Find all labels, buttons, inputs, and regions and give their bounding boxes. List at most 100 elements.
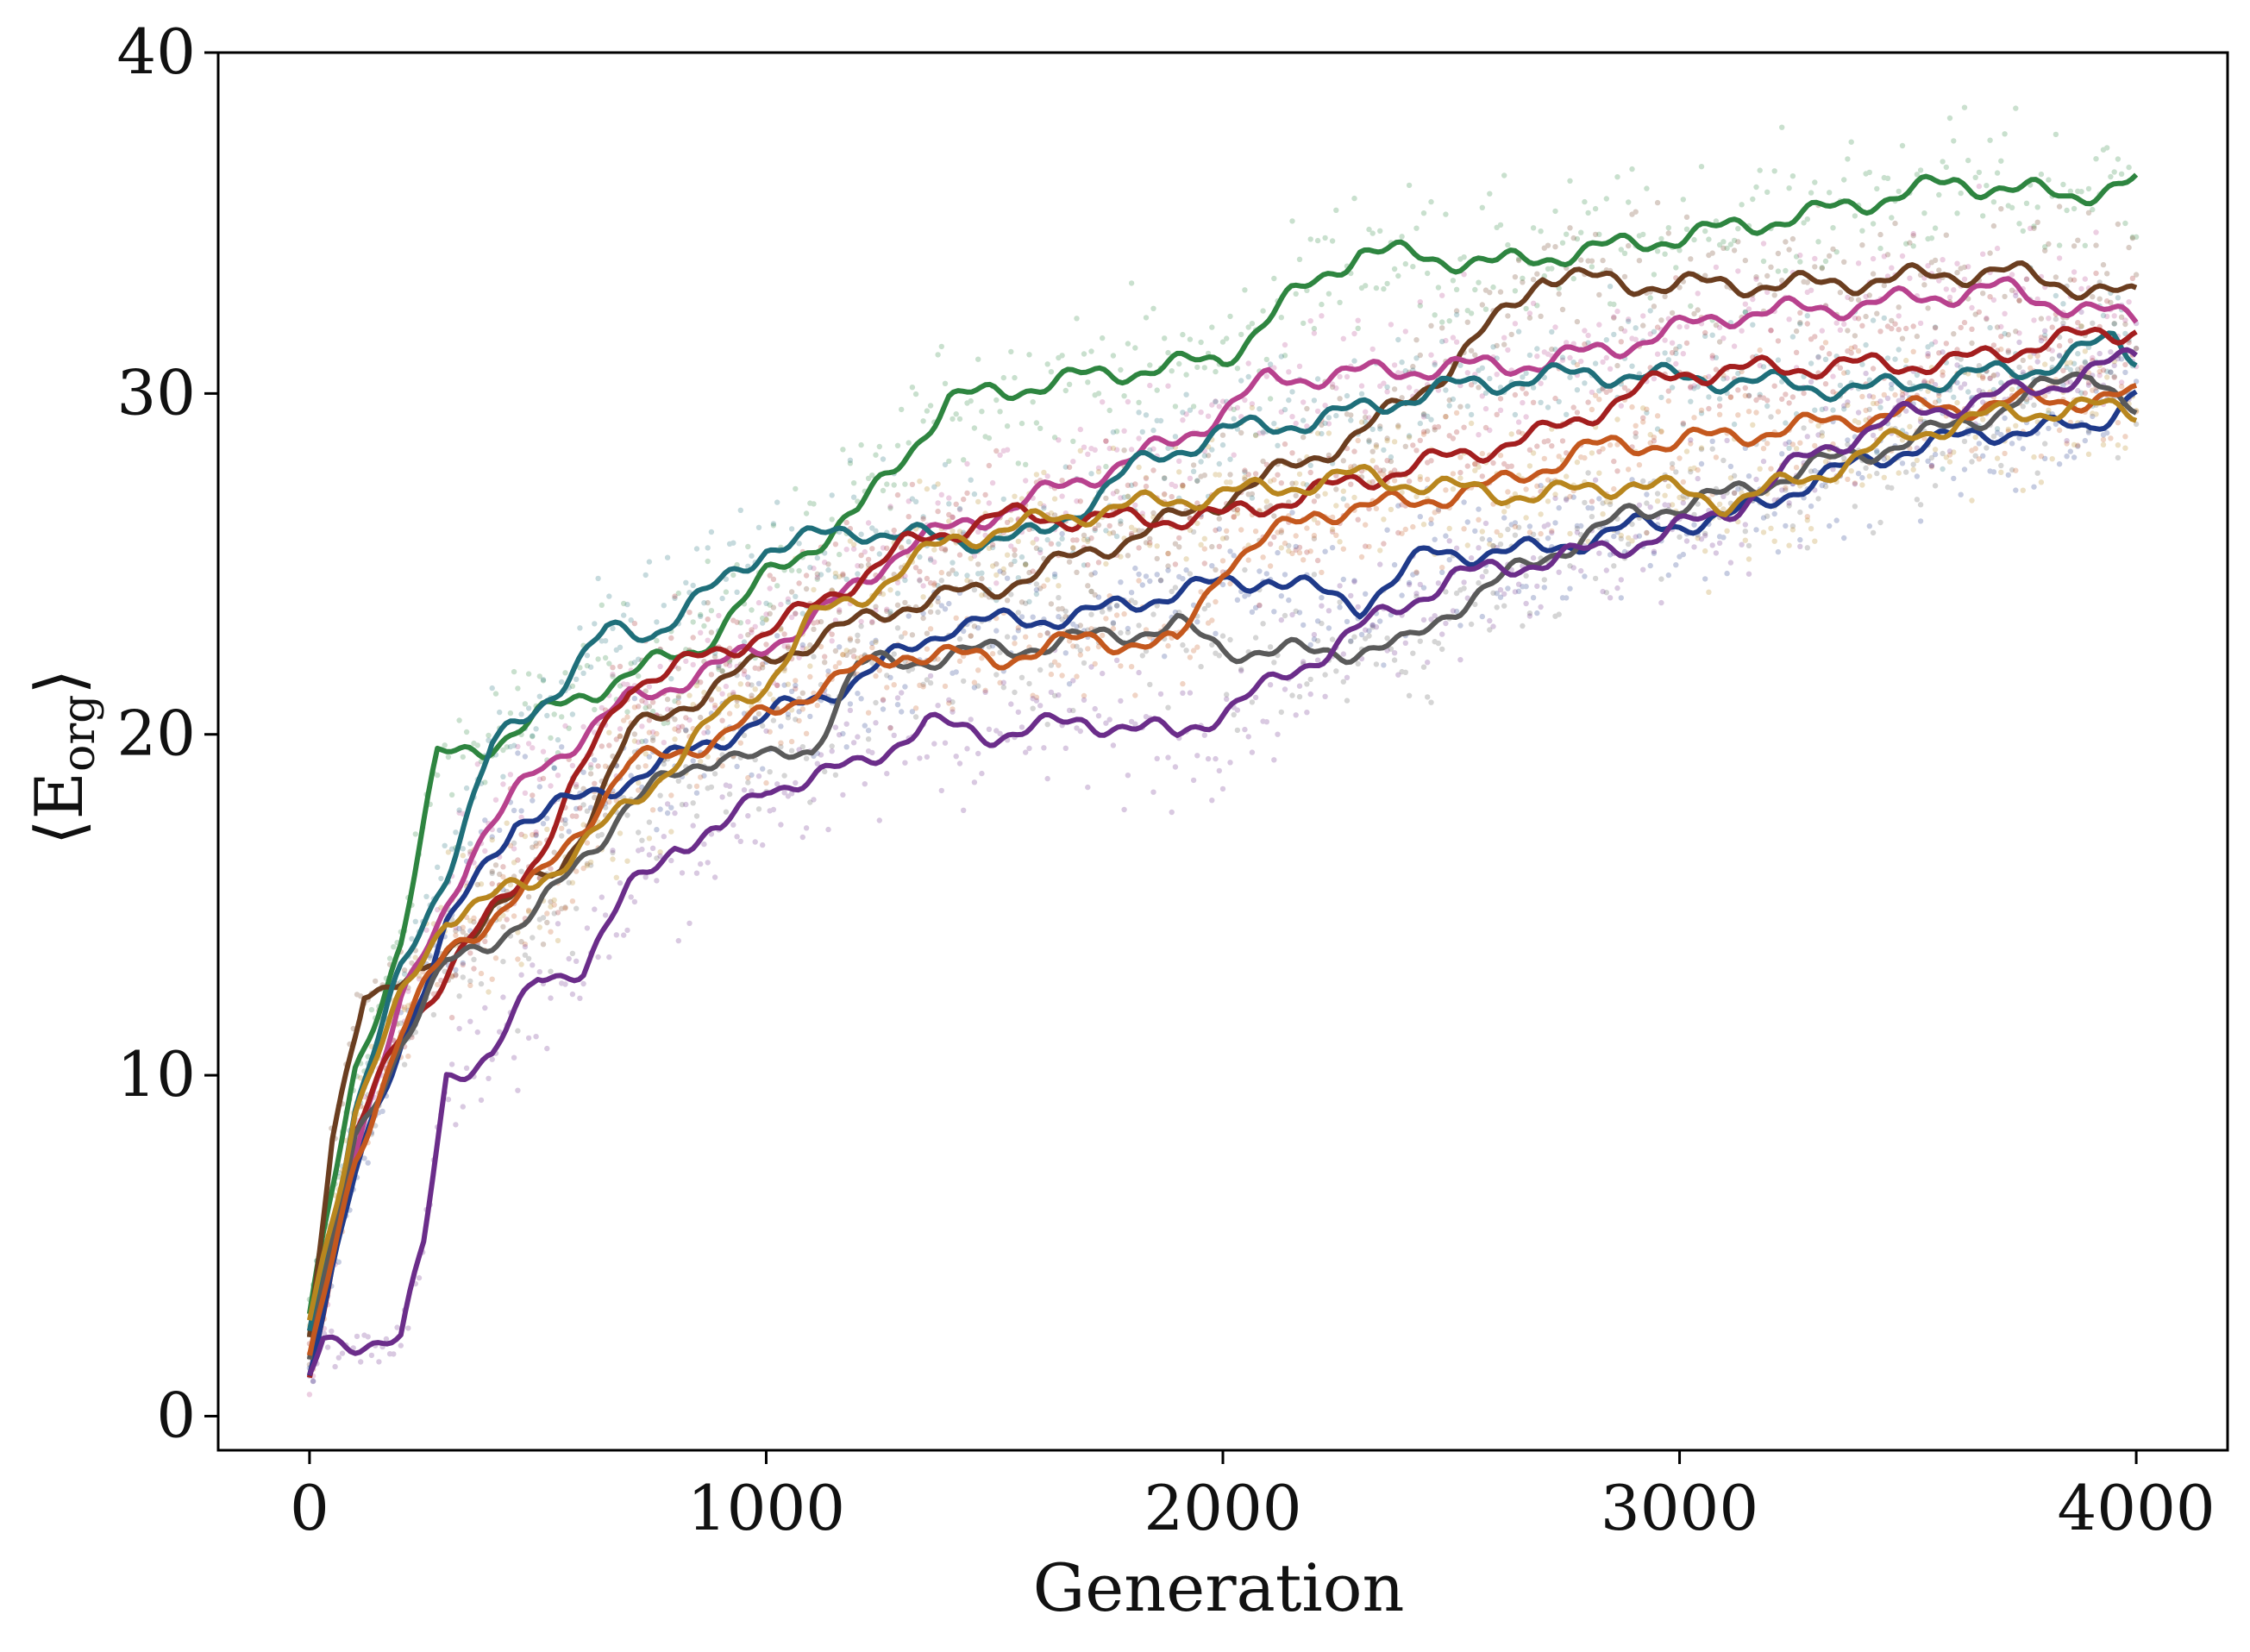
scatter-point xyxy=(1614,468,1620,474)
scatter-point xyxy=(1731,421,1738,428)
scatter-point xyxy=(1132,721,1138,727)
scatter-point xyxy=(902,684,908,690)
scatter-point xyxy=(1406,433,1413,439)
scatter-point xyxy=(1683,323,1690,330)
scatter-point xyxy=(1837,382,1844,389)
scatter-point xyxy=(891,527,897,534)
scatter-point xyxy=(1113,603,1120,609)
scatter-point xyxy=(964,746,970,752)
scatter-point xyxy=(1673,350,1679,356)
scatter-point xyxy=(2042,332,2048,339)
scatter-point xyxy=(2122,317,2128,323)
scatter-point xyxy=(1088,471,1094,477)
scatter-point xyxy=(1293,712,1299,718)
scatter-point xyxy=(1779,124,1785,130)
scatter-point xyxy=(525,741,532,747)
scatter-point xyxy=(829,631,835,637)
scatter-point xyxy=(530,844,536,850)
scatter-point xyxy=(1453,545,1460,551)
scatter-point xyxy=(1118,698,1124,704)
scatter-point xyxy=(837,644,843,650)
scatter-point xyxy=(1271,534,1277,541)
scatter-point xyxy=(2060,301,2066,307)
scatter-point xyxy=(595,763,601,769)
scatter-point xyxy=(749,692,755,698)
scatter-point xyxy=(796,541,802,547)
scatter-point xyxy=(1567,225,1573,231)
scatter-point xyxy=(917,568,923,574)
scatter-point xyxy=(909,385,916,391)
scatter-point xyxy=(938,546,945,552)
scatter-point xyxy=(935,598,941,605)
scatter-point xyxy=(986,726,993,732)
scatter-point xyxy=(2115,156,2122,162)
scatter-point xyxy=(1739,202,1745,208)
scatter-point xyxy=(1395,424,1401,430)
scatter-point xyxy=(1169,368,1175,374)
scatter-point xyxy=(661,603,667,609)
scatter-point xyxy=(690,582,696,589)
scatter-point xyxy=(1278,480,1285,486)
scatter-point xyxy=(1136,410,1142,416)
scatter-point xyxy=(906,498,912,504)
scatter-point xyxy=(1530,385,1537,391)
scatter-point xyxy=(887,505,893,511)
scatter-point xyxy=(1322,403,1328,409)
scatter-point xyxy=(1808,190,1814,196)
scatter-point xyxy=(1892,321,1898,327)
scatter-point xyxy=(515,1087,521,1093)
scatter-point xyxy=(1004,552,1011,558)
scatter-point xyxy=(956,658,963,664)
scatter-point xyxy=(1727,241,1734,247)
scatter-point xyxy=(1837,365,1844,371)
scatter-point xyxy=(1644,185,1650,191)
scatter-point xyxy=(1377,426,1383,432)
scatter-point xyxy=(1453,311,1460,318)
scatter-point xyxy=(2122,330,2128,337)
scatter-point xyxy=(1150,789,1156,795)
scatter-point xyxy=(1435,423,1442,430)
scatter-point xyxy=(1118,366,1124,373)
scatter-point xyxy=(1534,346,1540,352)
scatter-point xyxy=(1293,492,1299,499)
scatter-point xyxy=(1614,362,1620,369)
scatter-point xyxy=(569,879,576,885)
scatter-point xyxy=(1523,414,1529,420)
scatter-point xyxy=(1673,360,1679,367)
scatter-point xyxy=(1132,527,1138,533)
scatter-point xyxy=(1457,454,1463,460)
scatter-point xyxy=(1896,347,1902,353)
scatter-point xyxy=(1432,360,1438,366)
scatter-point xyxy=(1304,287,1310,293)
scatter-point xyxy=(1640,322,1646,329)
scatter-point xyxy=(1410,523,1416,530)
scatter-point xyxy=(2020,357,2026,364)
scatter-point xyxy=(1391,386,1398,392)
scatter-point xyxy=(1797,252,1803,259)
scatter-point xyxy=(698,774,704,780)
scatter-point xyxy=(1333,503,1339,509)
scatter-point xyxy=(1494,604,1500,610)
scatter-point xyxy=(2031,223,2037,229)
scatter-point xyxy=(1428,416,1434,422)
scatter-point xyxy=(636,739,642,745)
scatter-point xyxy=(1012,552,1018,558)
scatter-point xyxy=(1070,678,1076,684)
scatter-point xyxy=(1056,662,1062,668)
scatter-point xyxy=(1607,595,1614,601)
scatter-point xyxy=(354,992,360,998)
scatter-point xyxy=(778,740,784,746)
scatter-point xyxy=(1570,276,1576,282)
scatter-point xyxy=(1621,328,1628,335)
scatter-point xyxy=(566,829,572,835)
scatter-point xyxy=(1118,554,1124,560)
scatter-point xyxy=(1227,456,1233,462)
scatter-point xyxy=(763,616,769,623)
scatter-point xyxy=(770,576,777,582)
scatter-point xyxy=(430,1011,437,1018)
scatter-point xyxy=(412,831,418,837)
scatter-point xyxy=(1267,682,1274,688)
scatter-point xyxy=(1150,427,1156,434)
scatter-point xyxy=(1515,581,1522,587)
scatter-point xyxy=(1165,563,1171,569)
